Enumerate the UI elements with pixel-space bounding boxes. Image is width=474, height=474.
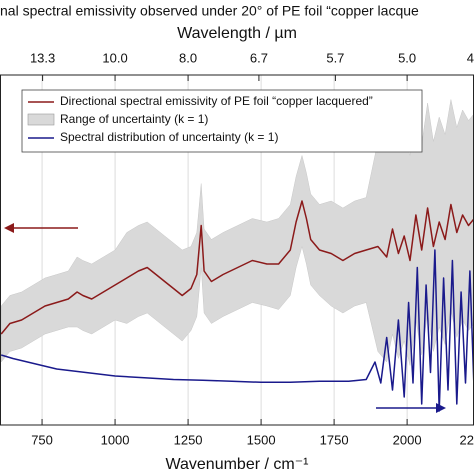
x2-tick-label: 6.7: [250, 50, 268, 65]
x2-tick-label: 13.3: [30, 50, 55, 65]
legend-swatch: [27, 113, 55, 126]
legend: Directional spectral emissivity of PE fo…: [21, 89, 423, 153]
red-arrow: [4, 223, 78, 233]
x2-tick-label: 10.0: [102, 50, 127, 65]
x-tick-label: 1500: [247, 432, 276, 447]
x2-tick-label: 5.7: [326, 50, 344, 65]
x-tick-label: 1250: [174, 432, 203, 447]
legend-label: Directional spectral emissivity of PE fo…: [60, 94, 373, 108]
blue-arrow: [376, 403, 446, 413]
series-line: [0, 249, 474, 412]
x-tick-label: 1000: [101, 432, 130, 447]
plot-area: [0, 99, 474, 412]
uncertainty-band: [0, 99, 474, 366]
x2-tick-label: 8.0: [179, 50, 197, 65]
x2-tick-label: 4: [467, 50, 474, 65]
x-axis-label: Wavenumber / cm⁻¹: [166, 456, 309, 473]
ticks: 750 1000 1250 1500 1750 2000 22 13.3 10.0 8.0 6.7 5…: [30, 50, 474, 447]
chart-title: nal spectral emissivity observed under 2…: [0, 3, 419, 19]
x-tick-label: 2000: [393, 432, 422, 447]
legend-label: Range of uncertainty (k = 1): [60, 112, 208, 126]
series-line: [0, 200, 474, 335]
x2-tick-label: 5.0: [398, 50, 416, 65]
legend-box: [21, 89, 423, 153]
legend-label: Spectral distribution of uncertainty (k …: [60, 130, 278, 144]
x-tick-label: 1750: [320, 432, 349, 447]
x2-axis-label: Wavelength / µm: [177, 25, 297, 42]
x-tick-label: 750: [31, 432, 53, 447]
x-tick-label: 22: [460, 432, 474, 447]
